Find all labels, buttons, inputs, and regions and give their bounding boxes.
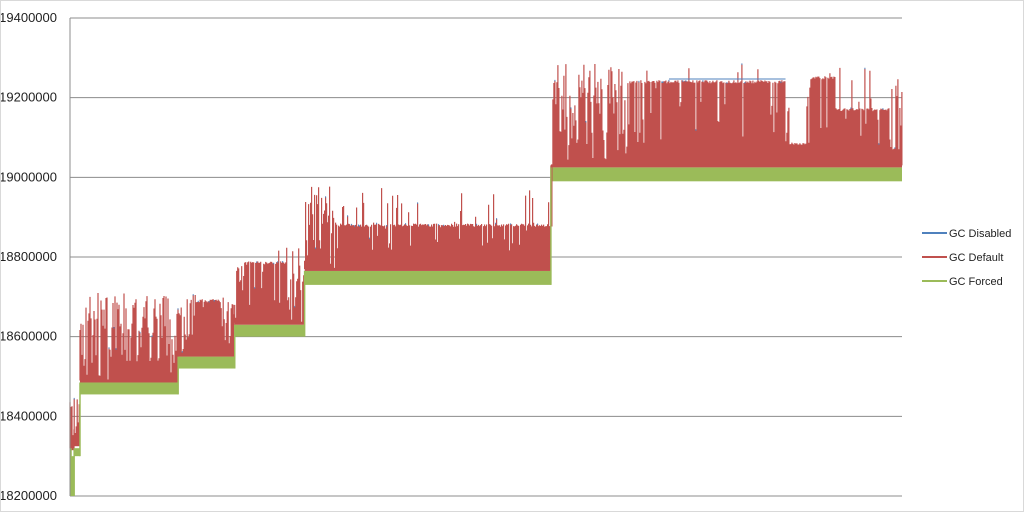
gc-default-band-3 — [177, 295, 235, 355]
legend-item-gc-default: GC Default — [922, 252, 1003, 264]
y-tick-label-19000000: 19000000 — [1, 169, 57, 184]
gc-default-base-6 — [550, 164, 902, 168]
gc-default-base-5 — [304, 267, 551, 271]
plot-area — [69, 63, 903, 496]
gc-forced-band-0 — [70, 456, 75, 496]
y-tick-label-18400000: 18400000 — [1, 408, 57, 423]
gc-default-band-4 — [234, 247, 305, 323]
y-axis: 18200000 18400000 18600000 18800000 19000000… — [1, 10, 71, 503]
gc-default-band-1 — [73, 398, 80, 445]
gc-disabled-band-2 — [108, 308, 179, 350]
gc-forced-band-6 — [550, 167, 902, 182]
y-tick-label-18600000: 18600000 — [1, 329, 57, 344]
legend-label-gc-default: GC Default — [949, 252, 1003, 264]
gc-default-band-0 — [69, 402, 75, 449]
gc-disabled-band-5 — [315, 196, 539, 249]
y-tick-label-18200000: 18200000 — [1, 488, 57, 503]
y-tick-label-19400000: 19400000 — [1, 10, 57, 25]
y-tick-label-19200000: 19200000 — [1, 90, 57, 105]
gc-default-base-3 — [178, 353, 235, 357]
gc-default-base-1 — [74, 443, 80, 447]
gc-forced-band-3 — [178, 356, 235, 369]
gc-default-base-4 — [234, 321, 305, 325]
legend-label-gc-disabled: GC Disabled — [949, 228, 1011, 240]
gc-forced-band-1 — [74, 448, 80, 457]
gc-disabled-band-4 — [254, 261, 296, 308]
y-tick-label-18800000: 18800000 — [1, 249, 57, 264]
gc-default-base-0 — [70, 447, 75, 451]
legend-item-gc-disabled: GC Disabled — [922, 228, 1011, 240]
legend-item-gc-forced: GC Forced — [922, 276, 1003, 288]
gc-forced-band-2 — [79, 382, 179, 395]
gc-default-band-6 — [550, 64, 903, 227]
gc-default-base-2 — [79, 379, 179, 383]
gc-default-band-5 — [304, 186, 552, 269]
gc-forced-band-4 — [234, 324, 305, 337]
gc-default-band-2 — [79, 293, 179, 381]
gc-disabled-band-3 — [181, 294, 215, 353]
legend: GC Disabled GC Default GC Forced — [922, 228, 1011, 288]
gc-disabled-band-6 — [554, 63, 896, 149]
gc-forced-band-5 — [304, 270, 551, 285]
legend-label-gc-forced: GC Forced — [949, 276, 1003, 288]
